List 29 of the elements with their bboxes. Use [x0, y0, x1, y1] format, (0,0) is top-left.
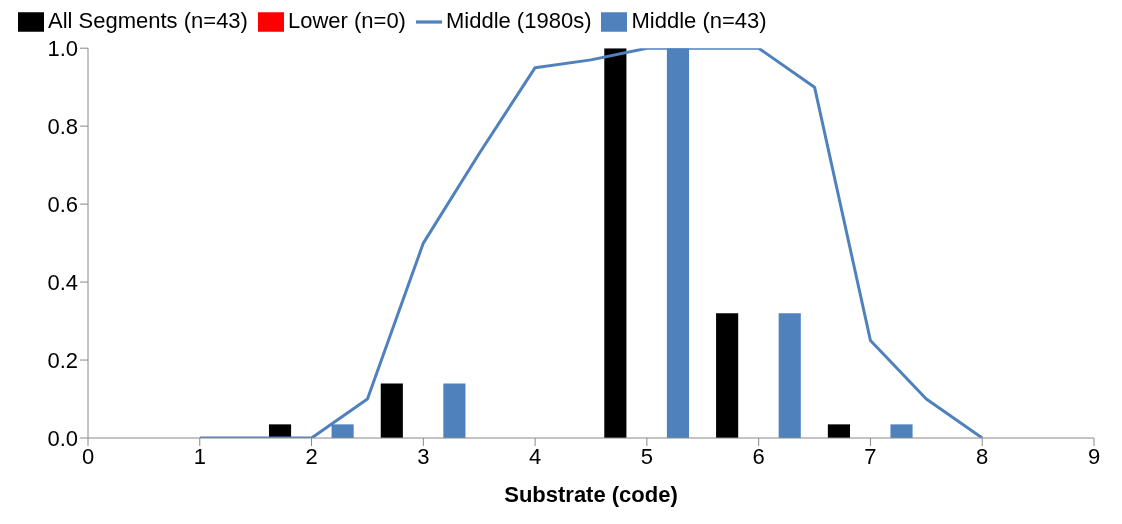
y-tick-label: 0.6 — [47, 191, 78, 217]
legend-label: Middle (n=43) — [631, 8, 767, 33]
legend-label: Middle (1980s) — [445, 8, 592, 33]
bar — [380, 383, 403, 438]
bar — [268, 424, 292, 438]
x-tick-label: 0 — [81, 443, 95, 469]
x-tick-label: 6 — [752, 443, 765, 469]
bar — [716, 313, 739, 438]
y-tick-label: 0.4 — [47, 269, 78, 295]
x-tick-label: 7 — [864, 443, 877, 469]
x-tick-label: 1 — [193, 443, 206, 469]
bar — [443, 383, 466, 438]
legend-label: Lower (n=0) — [287, 8, 406, 33]
x-tick-label: 2 — [305, 443, 318, 469]
y-tick-label: 0.0 — [47, 425, 78, 451]
bar — [778, 313, 801, 438]
x-tick-label: 3 — [417, 443, 430, 469]
bar — [890, 424, 913, 438]
y-tick-label: 0.2 — [47, 347, 78, 373]
bar — [827, 424, 850, 438]
x-tick-label: 8 — [976, 443, 989, 469]
legend-label: All Segments (n=43) — [48, 8, 248, 33]
x-tick-label: 4 — [528, 443, 542, 469]
x-tick-label: 5 — [640, 443, 654, 469]
x-tick-label: 9 — [1087, 443, 1101, 469]
y-tick-label: 0.8 — [47, 113, 78, 139]
y-tick-label: 1.0 — [47, 36, 78, 61]
bar — [604, 48, 627, 438]
x-axis-title: Substrate (code) — [504, 481, 678, 507]
